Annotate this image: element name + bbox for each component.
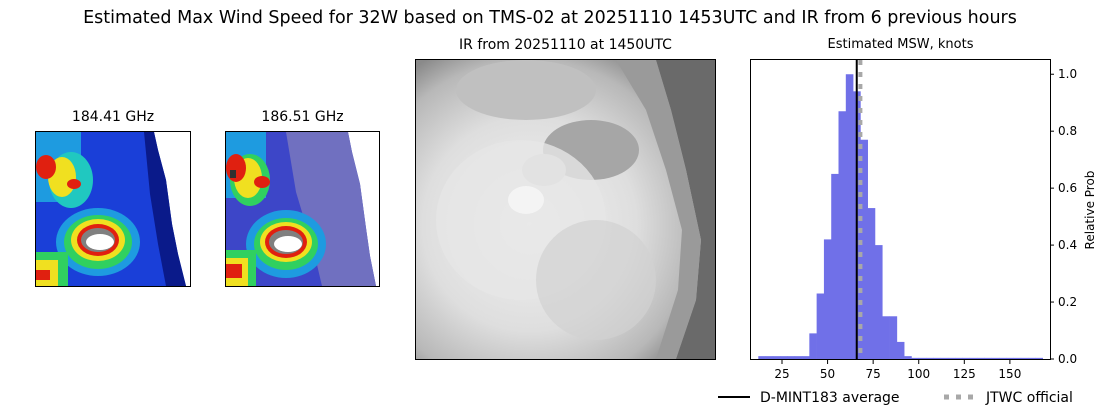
histogram-bar (823, 239, 832, 359)
histogram-bar (904, 356, 912, 359)
histogram-bar (933, 357, 941, 359)
histogram-bar (816, 293, 825, 359)
histogram-bar (889, 316, 898, 359)
histogram-bar (1035, 357, 1044, 359)
histogram-bar (1006, 357, 1014, 359)
histogram-bar (780, 356, 788, 359)
histogram-bar (977, 357, 985, 359)
x-tick-label: 125 (953, 367, 976, 381)
mw1-image (35, 131, 191, 287)
hist-title: Estimated MSW, knots (827, 37, 974, 52)
histogram-bar (802, 356, 810, 359)
histogram-bar (984, 357, 992, 359)
histogram-bar (758, 356, 766, 359)
y-tick-label: 0.2 (1058, 295, 1077, 309)
histogram-bar (831, 173, 839, 359)
histogram-bar (882, 316, 890, 359)
x-tick-label: 75 (866, 367, 881, 381)
histogram-frame (750, 59, 1051, 360)
histogram-bar (1013, 357, 1022, 359)
x-tick-label: 25 (774, 367, 789, 381)
histogram-bar (794, 356, 803, 359)
y-tick-label: 0.6 (1058, 181, 1077, 195)
histogram-bar (809, 333, 817, 359)
histogram-bar (947, 357, 956, 359)
y-tick-label: 0.4 (1058, 238, 1077, 252)
histogram-bar (1020, 357, 1029, 359)
histogram-bar (772, 356, 781, 359)
legend-jtwc-label: JTWC official (985, 390, 1073, 406)
histogram-bar (969, 357, 978, 359)
x-tick-label: 100 (907, 367, 930, 381)
histogram-bar (998, 357, 1007, 359)
histogram-bar (838, 111, 847, 359)
mw2-image (225, 131, 380, 287)
histogram-bar (1028, 357, 1036, 359)
y-tick-label: 0.8 (1058, 124, 1077, 138)
histogram-bar (911, 357, 920, 359)
legend-average-label: D-MINT183 average (760, 390, 900, 406)
histogram-bar (787, 356, 796, 359)
histogram-bar (962, 357, 971, 359)
histogram-bar (955, 357, 963, 359)
ir-title: IR from 20251110 at 1450UTC (459, 37, 672, 53)
ir-image (415, 59, 716, 360)
figure-suptitle: Estimated Max Wind Speed for 32W based o… (83, 8, 1017, 28)
histogram-bar (845, 74, 854, 359)
histogram-bar (918, 357, 927, 359)
histogram-bar (991, 357, 1000, 359)
histogram-bar (874, 245, 883, 359)
histogram-bar (765, 356, 774, 359)
y-tick-label: 1.0 (1058, 67, 1077, 81)
histogram-bar (896, 341, 905, 359)
histogram-bar (926, 357, 934, 359)
histogram-bar (860, 139, 868, 359)
y-tick-label: 0.0 (1058, 352, 1077, 366)
mw1-title: 184.41 GHz (71, 109, 155, 125)
x-tick-label: 50 (820, 367, 835, 381)
histogram-bar (940, 357, 949, 359)
y-axis-label: Relative Prob (1083, 171, 1097, 250)
histogram-bar (867, 208, 876, 359)
legend: D-MINT183 average JTWC official (718, 390, 1073, 406)
mw2-title: 186.51 GHz (261, 109, 344, 125)
x-tick-label: 150 (998, 367, 1021, 381)
